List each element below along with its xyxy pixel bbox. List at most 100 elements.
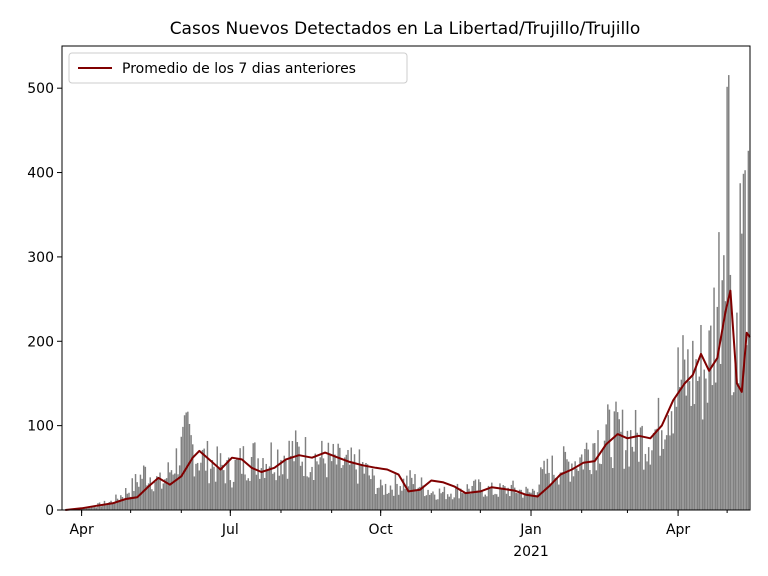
bar [244, 474, 246, 510]
bar [422, 485, 424, 510]
bar [134, 474, 137, 510]
bar [232, 481, 235, 510]
bar [664, 439, 666, 510]
bar-series [62, 75, 750, 511]
bar [646, 461, 648, 510]
bar [283, 455, 285, 510]
bar [384, 483, 387, 510]
bar [745, 345, 748, 510]
bar [639, 427, 642, 510]
bar [229, 480, 232, 510]
bar [151, 489, 153, 510]
bar [737, 383, 740, 510]
bar [165, 478, 168, 510]
bar [376, 488, 379, 510]
bar [450, 493, 452, 510]
bar [527, 488, 529, 510]
bar [468, 488, 470, 510]
bar [603, 440, 606, 510]
bar [453, 497, 455, 510]
bar [456, 483, 459, 510]
bar [471, 485, 473, 510]
bar [688, 381, 691, 510]
bar [350, 447, 352, 510]
bar [89, 507, 91, 510]
y-axis: 0 100 200 300 400 500 [27, 81, 62, 519]
bar [174, 473, 176, 510]
bar [141, 478, 143, 510]
bar [597, 430, 599, 510]
bar [128, 492, 130, 510]
bar [291, 440, 294, 510]
bar [564, 451, 567, 510]
bar [566, 459, 568, 510]
bar [272, 473, 274, 510]
bar [286, 478, 289, 510]
bar [180, 436, 183, 510]
bar [577, 470, 580, 510]
bar [713, 287, 715, 510]
bar [682, 335, 684, 510]
bar [528, 492, 531, 510]
bar [662, 448, 665, 510]
bar [352, 461, 354, 510]
x-tick-label: Oct [369, 522, 394, 538]
bar [236, 458, 238, 510]
bar [311, 466, 313, 510]
bar [93, 507, 96, 510]
bar [178, 465, 181, 510]
bar [698, 376, 701, 510]
bar [169, 472, 171, 510]
bar [652, 432, 655, 510]
bar [337, 443, 339, 510]
bar [223, 470, 225, 510]
bar [402, 478, 405, 510]
bar [290, 455, 292, 510]
bar [157, 478, 160, 510]
bar [445, 499, 447, 510]
bar [257, 458, 259, 510]
bar [435, 499, 437, 510]
bar [643, 469, 645, 510]
y-tick-label: 100 [27, 419, 54, 435]
bar [142, 465, 145, 510]
average-line [65, 289, 751, 511]
bar [198, 470, 201, 510]
bar [214, 481, 217, 510]
bar [634, 409, 637, 510]
bar [401, 490, 403, 510]
bar [224, 483, 227, 510]
bar [216, 446, 218, 510]
bar [479, 482, 482, 510]
bar [156, 476, 158, 510]
legend-label: Promedio de los 7 dias anteriores [122, 61, 356, 77]
bar [167, 462, 169, 510]
bar [595, 470, 598, 510]
bar [348, 464, 351, 510]
bar [276, 449, 279, 510]
bar [430, 493, 433, 510]
bar [460, 488, 462, 510]
bar [345, 454, 348, 510]
bar [342, 465, 344, 510]
bar [154, 482, 156, 510]
bar [442, 491, 444, 510]
bar [259, 478, 261, 510]
bar [294, 430, 297, 510]
bar [590, 474, 593, 510]
bar [608, 409, 611, 510]
bar [448, 496, 451, 510]
bar [326, 477, 328, 510]
bar [433, 494, 436, 510]
bar [412, 484, 415, 510]
bar [111, 503, 114, 510]
x-tick-label: Jan [519, 522, 542, 538]
bar [321, 440, 323, 510]
bar [330, 461, 333, 510]
bar [404, 488, 406, 510]
bar [499, 483, 501, 510]
bar [669, 435, 671, 510]
bar [654, 429, 656, 510]
bar [700, 324, 702, 510]
bar [659, 455, 661, 510]
